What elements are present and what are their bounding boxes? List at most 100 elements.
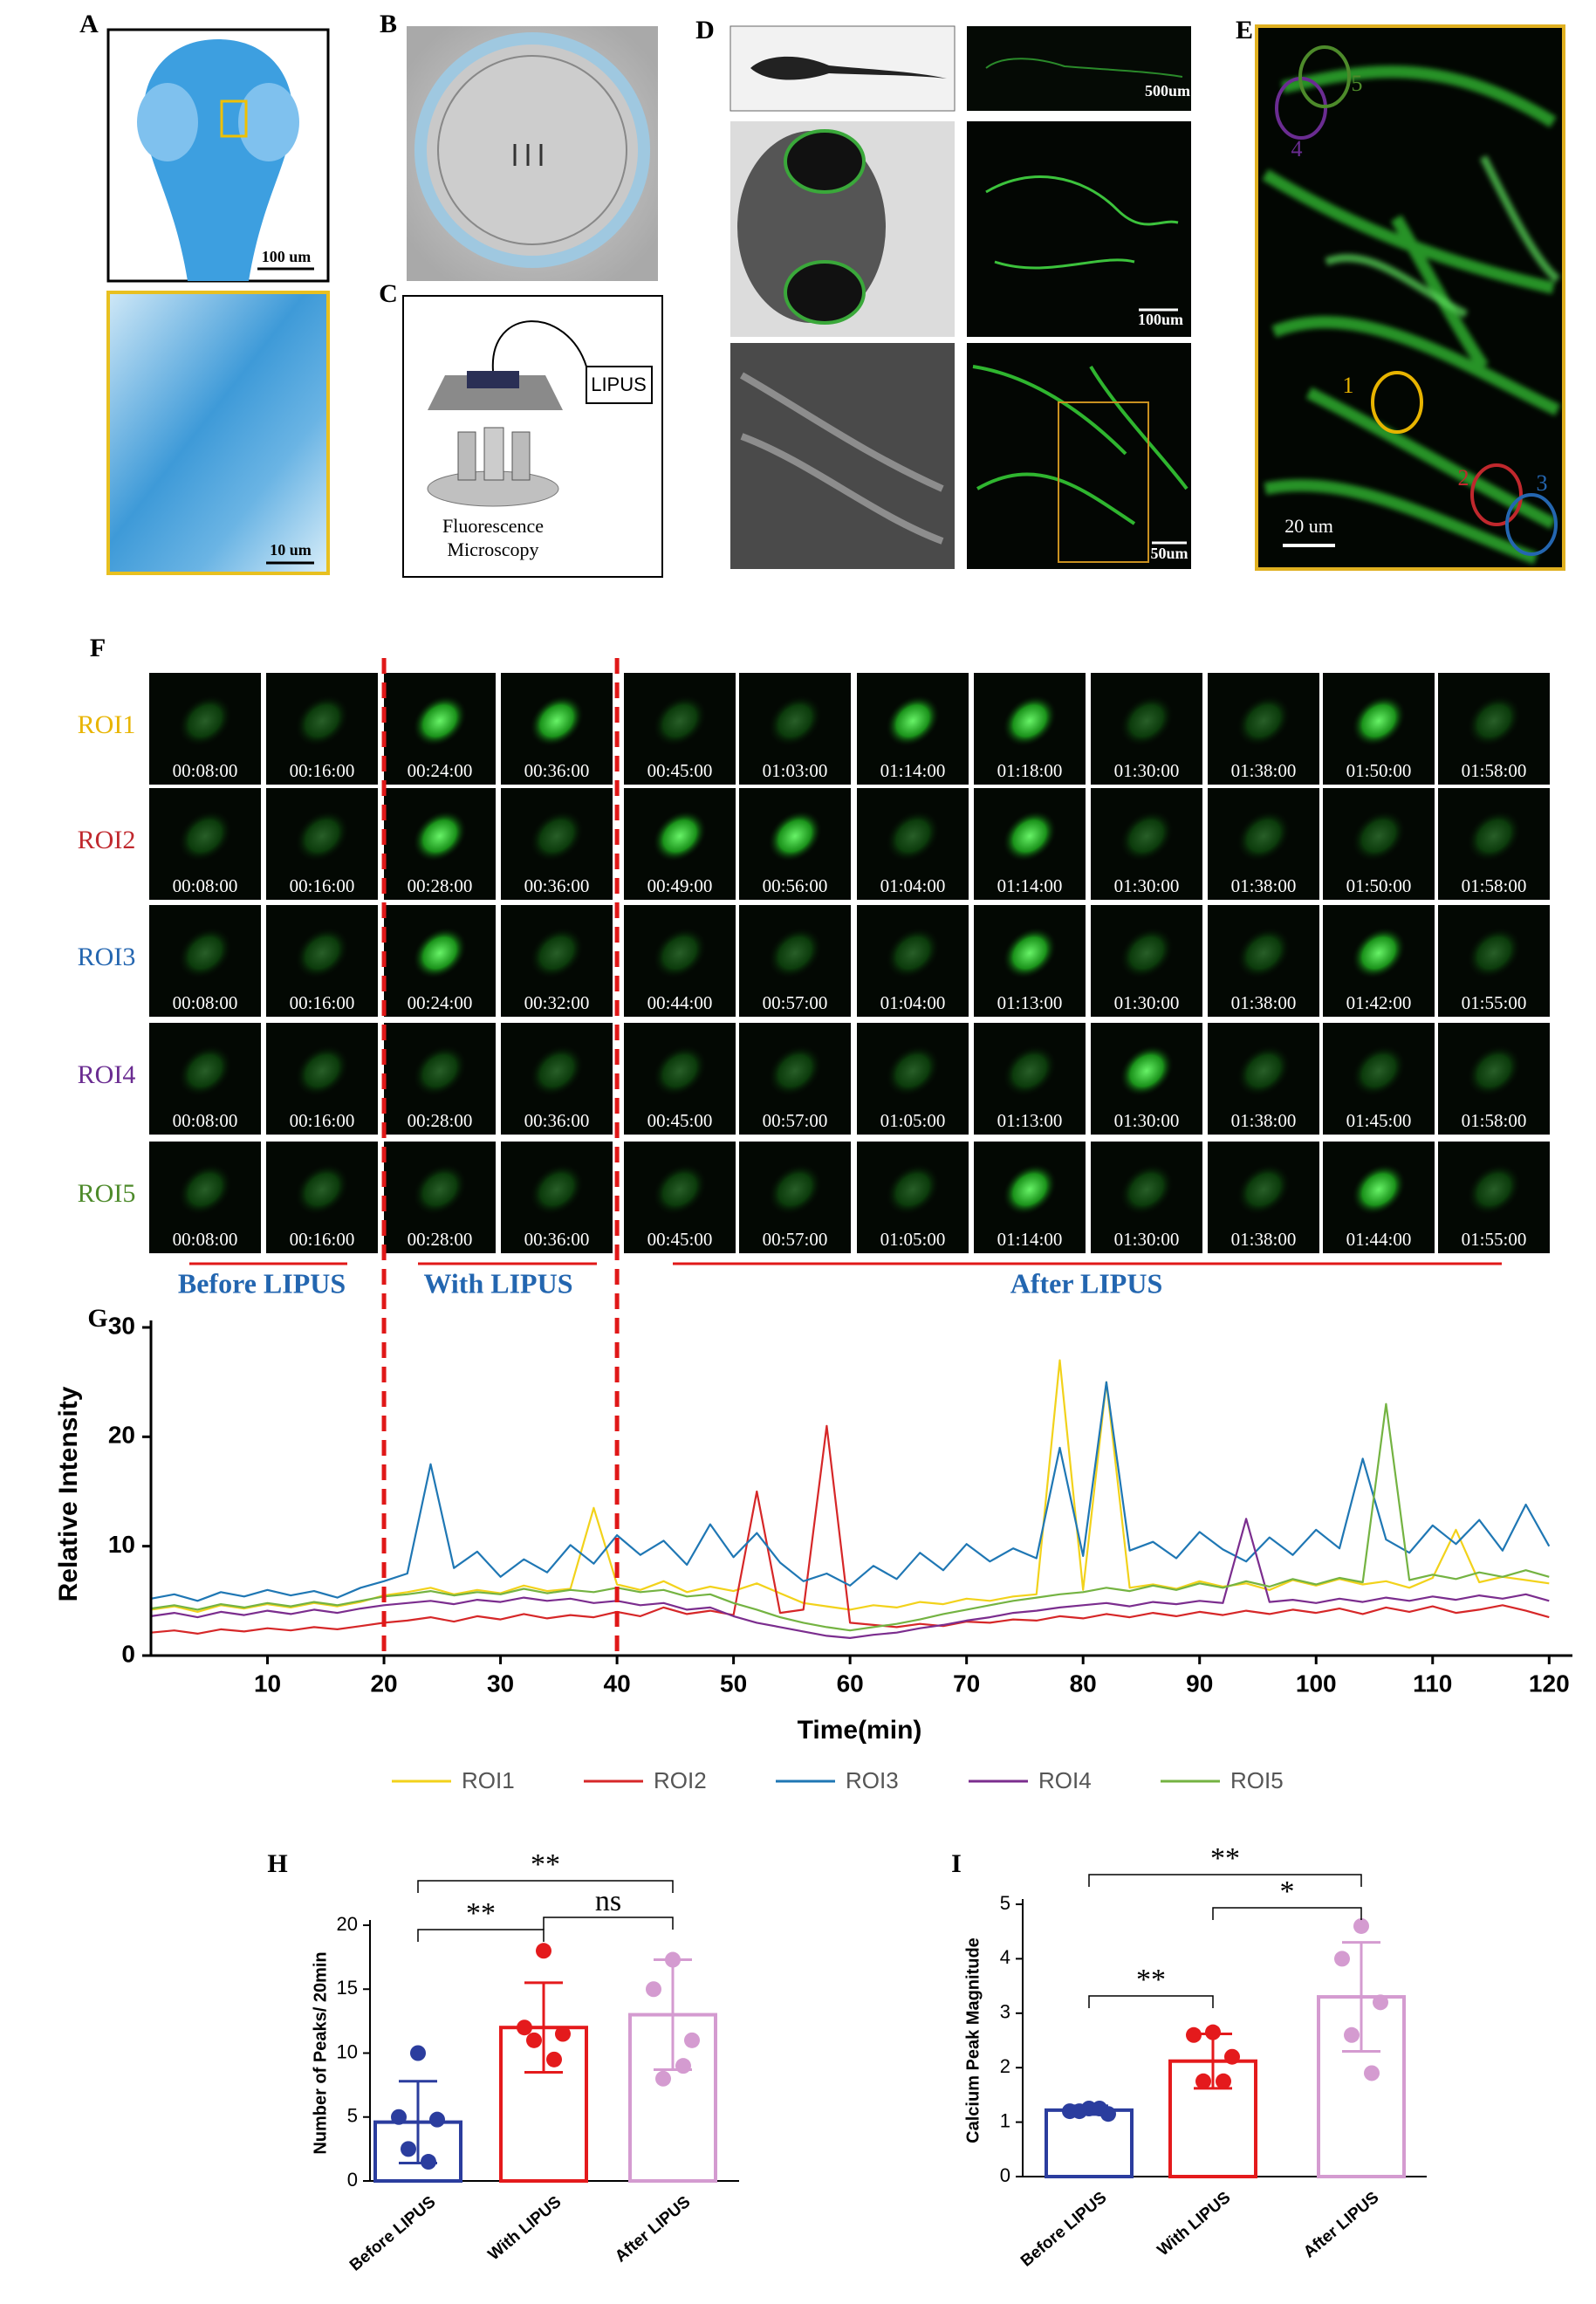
thumbnail-signal bbox=[295, 1163, 349, 1216]
y-tick-label: 1 bbox=[1000, 2109, 1010, 2131]
thumbnail-signal bbox=[1352, 1045, 1406, 1097]
significance-label: ** bbox=[1136, 1964, 1166, 1996]
x-tick-label: 60 bbox=[837, 1670, 864, 1697]
stage bbox=[428, 375, 563, 410]
thumbnail-signal bbox=[1236, 927, 1291, 979]
roi-label: ROI3 bbox=[78, 943, 136, 971]
timestamp: 01:05:00 bbox=[880, 1229, 946, 1250]
timestamp: 00:08:00 bbox=[173, 875, 238, 896]
thumbnail-signal bbox=[1120, 695, 1174, 747]
scale-bar-label: 50um bbox=[1150, 545, 1188, 562]
x-tick-label: 80 bbox=[1070, 1670, 1097, 1697]
x-tick-label: 20 bbox=[370, 1670, 397, 1697]
data-point bbox=[526, 2032, 542, 2048]
data-point bbox=[675, 2058, 691, 2074]
cable bbox=[491, 320, 587, 372]
thumbnail-signal bbox=[413, 1045, 467, 1097]
panel-e: 20 um bbox=[1255, 24, 1565, 571]
timestamp: 01:38:00 bbox=[1231, 1229, 1297, 1250]
data-point bbox=[665, 1951, 681, 1968]
roi-label: ROI1 bbox=[78, 710, 136, 739]
panel-label: F bbox=[90, 634, 106, 662]
roi-label: ROI2 bbox=[78, 826, 136, 854]
timestamp: 00:28:00 bbox=[408, 1110, 473, 1131]
timestamp: 00:08:00 bbox=[173, 1110, 238, 1131]
thumbnail-signal bbox=[653, 810, 707, 862]
thumbnail-signal bbox=[413, 927, 467, 979]
y-tick-label: 0 bbox=[1000, 2164, 1010, 2186]
diagram-frame bbox=[402, 295, 663, 578]
data-point bbox=[1186, 2026, 1202, 2043]
objective bbox=[511, 431, 531, 481]
panel-b bbox=[407, 26, 658, 281]
timestamp: 01:58:00 bbox=[1462, 1110, 1527, 1131]
eye bbox=[137, 83, 198, 161]
significance-bracket bbox=[1088, 1874, 1362, 1887]
legend-label: ROI1 bbox=[462, 1767, 515, 1793]
thumbnail-signal bbox=[1003, 1163, 1057, 1216]
thumbnail-signal bbox=[1120, 1163, 1174, 1216]
thumbnail-signal bbox=[768, 810, 822, 862]
panel-label: A bbox=[79, 10, 99, 38]
thumbnail-signal bbox=[1352, 695, 1406, 747]
larva bbox=[750, 56, 947, 80]
roi-number: 1 bbox=[1343, 373, 1354, 398]
scale-bar-label: 100um bbox=[1138, 311, 1183, 328]
y-tick-label: 0 bbox=[121, 1640, 135, 1667]
data-point bbox=[1334, 1951, 1350, 1967]
thumbnail-signal bbox=[530, 927, 584, 979]
error-bar bbox=[1342, 1941, 1380, 2053]
y-tick-label: 3 bbox=[1000, 2001, 1010, 2023]
timestamp: 00:16:00 bbox=[290, 875, 355, 896]
timestamp: 01:04:00 bbox=[880, 992, 946, 1013]
panel-a: 100 um 10 um bbox=[106, 28, 330, 575]
thumbnail-signal bbox=[178, 810, 232, 862]
eye bbox=[238, 83, 299, 161]
y-tick-label: 5 bbox=[347, 2105, 358, 2127]
thumbnail-signal bbox=[413, 1163, 467, 1216]
y-tick-label: 4 bbox=[1000, 1946, 1010, 1968]
series-line bbox=[150, 1381, 1551, 1602]
timestamp: 01:30:00 bbox=[1114, 992, 1180, 1013]
data-point bbox=[646, 1981, 661, 1998]
y-tick-label: 10 bbox=[337, 2040, 358, 2062]
timestamp: 01:14:00 bbox=[880, 760, 946, 781]
roi-label: ROI5 bbox=[78, 1179, 136, 1208]
microscope-label: Microscopy bbox=[447, 538, 538, 560]
timestamp: 01:04:00 bbox=[880, 875, 946, 896]
y-tick-label: 2 bbox=[1000, 2055, 1010, 2077]
significance-bracket bbox=[1212, 1907, 1362, 1920]
period-label: With LIPUS bbox=[423, 1267, 572, 1299]
y-tick-label: 20 bbox=[108, 1422, 135, 1449]
panel-label: B bbox=[380, 10, 397, 38]
x-tick-label: With LIPUS bbox=[485, 2193, 565, 2265]
x-tick-label: 120 bbox=[1529, 1670, 1570, 1697]
timestamp: 01:38:00 bbox=[1231, 992, 1297, 1013]
thumbnail-signal bbox=[768, 1163, 822, 1216]
x-axis-label: Time(min) bbox=[798, 1716, 922, 1745]
timestamp: 01:30:00 bbox=[1114, 1229, 1180, 1250]
significance-label: ** bbox=[466, 1897, 496, 1930]
thumbnail-signal bbox=[1120, 810, 1174, 862]
data-point bbox=[1072, 2103, 1087, 2120]
legend-label: ROI2 bbox=[654, 1767, 707, 1793]
panel-label: C bbox=[379, 279, 398, 308]
roi-number: 4 bbox=[1291, 136, 1303, 161]
thumbnail-signal bbox=[178, 1045, 232, 1097]
thumbnail-signal bbox=[1467, 927, 1521, 979]
objective bbox=[483, 427, 504, 481]
thumbnail-signal bbox=[530, 810, 584, 862]
data-point bbox=[421, 2154, 436, 2170]
neuron-fibers bbox=[1262, 65, 1561, 565]
legend-label: ROI3 bbox=[846, 1767, 899, 1793]
timestamp: 01:55:00 bbox=[1462, 992, 1527, 1013]
y-axis-label: Number of Peaks/ 20min bbox=[311, 1951, 330, 2154]
significance-label: ** bbox=[1210, 1842, 1240, 1875]
roi-circle bbox=[1371, 371, 1423, 434]
fluorescence-image bbox=[967, 26, 1191, 111]
scale-bar-label: 100 um bbox=[262, 248, 312, 265]
thumbnail-signal bbox=[530, 695, 584, 747]
thumbnail-signal bbox=[886, 1045, 940, 1097]
data-point bbox=[536, 1943, 551, 1959]
neurons bbox=[985, 175, 1179, 270]
